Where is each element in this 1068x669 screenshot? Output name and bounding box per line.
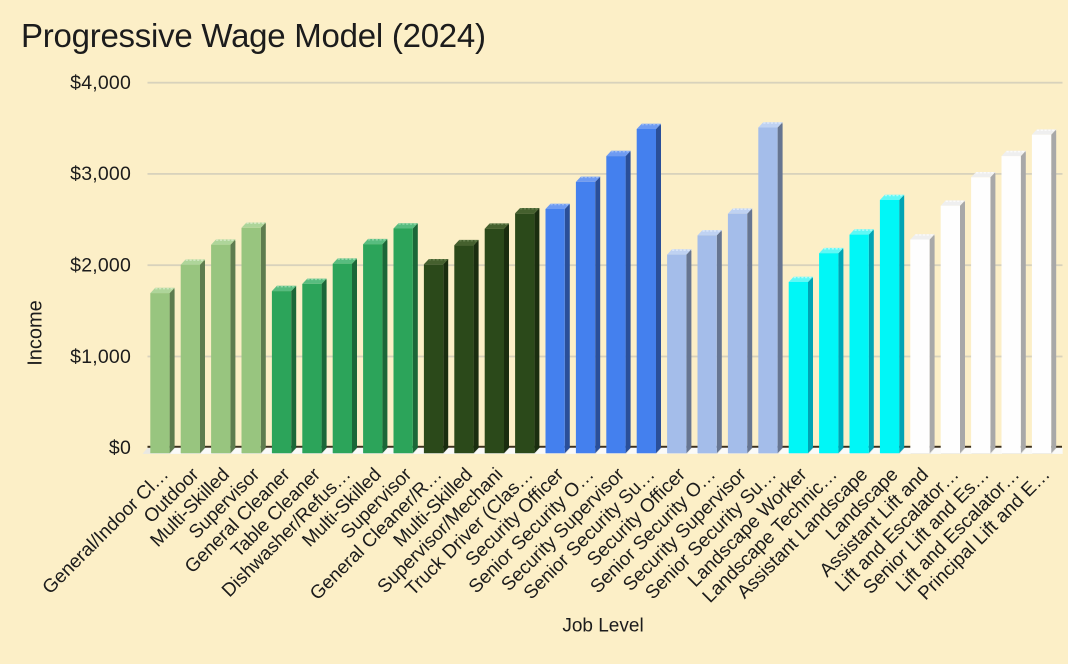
svg-text:$3,000: $3,000 <box>70 163 131 185</box>
svg-text:$1,000: $1,000 <box>70 346 131 368</box>
svg-text:$4,000: $4,000 <box>70 72 131 94</box>
svg-text:$0: $0 <box>109 437 131 459</box>
svg-text:Job Level: Job Level <box>562 616 643 637</box>
svg-text:$2,000: $2,000 <box>70 255 131 277</box>
svg-text:Progressive Wage Model (2024): Progressive Wage Model (2024) <box>21 17 486 54</box>
svg-text:Income: Income <box>24 300 46 366</box>
